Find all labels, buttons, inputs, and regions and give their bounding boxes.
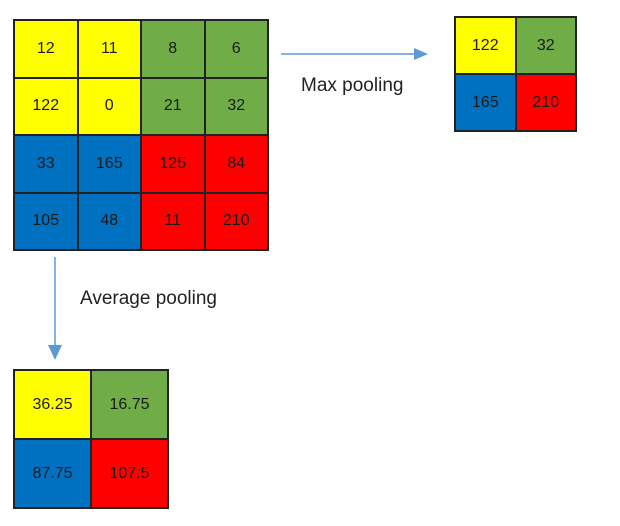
input-cell: 21 (141, 77, 205, 135)
input-cell: 84 (204, 135, 268, 193)
average-pooling-output: 36.25 16.75 87.75 107.5 (13, 369, 169, 509)
input-cell: 48 (77, 192, 141, 250)
input-cell: 210 (204, 192, 268, 250)
average-pooling-label: Average pooling (80, 288, 217, 309)
input-cell: 12 (14, 20, 78, 78)
max-pooling-label: Max pooling (301, 75, 404, 96)
avg-pool-cell: 107.5 (91, 439, 168, 508)
max-pooling-output: 122 32 165 210 (454, 16, 577, 132)
avg-pool-cell: 16.75 (91, 370, 168, 439)
input-cell: 122 (14, 77, 78, 135)
max-pool-cell: 32 (515, 17, 576, 74)
max-pool-cell: 210 (515, 74, 576, 131)
max-pool-cell: 122 (455, 17, 516, 74)
input-feature-map: 12 11 8 6 122 0 21 32 33 165 125 84 105 … (13, 19, 269, 251)
max-pooling-arrow-icon (281, 48, 428, 60)
avg-pool-cell: 87.75 (14, 439, 91, 508)
input-cell: 11 (141, 192, 205, 250)
input-cell: 8 (141, 20, 205, 78)
input-cell: 165 (77, 135, 141, 193)
input-cell: 32 (204, 77, 268, 135)
avg-pool-cell: 36.25 (14, 370, 91, 439)
max-pool-cell: 165 (455, 74, 516, 131)
input-cell: 105 (14, 192, 78, 250)
input-cell: 6 (204, 20, 268, 78)
input-cell: 0 (77, 77, 141, 135)
input-cell: 125 (141, 135, 205, 193)
average-pooling-arrow-icon (48, 257, 62, 360)
input-cell: 33 (14, 135, 78, 193)
input-cell: 11 (77, 20, 141, 78)
